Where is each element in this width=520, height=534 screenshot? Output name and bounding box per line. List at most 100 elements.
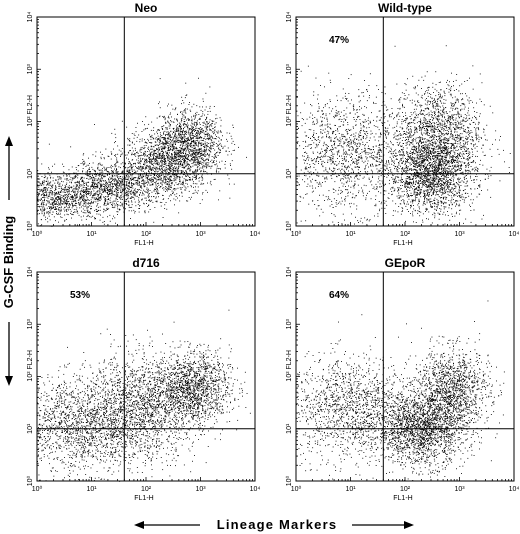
data-point <box>177 150 179 151</box>
data-point <box>66 205 67 207</box>
data-point <box>110 158 112 160</box>
data-point <box>199 161 201 163</box>
data-point <box>180 137 182 139</box>
data-point <box>146 178 148 180</box>
data-point <box>77 184 79 186</box>
data-point <box>149 160 150 162</box>
data-point <box>167 184 168 185</box>
data-point <box>191 150 193 152</box>
data-point <box>321 148 323 150</box>
data-point <box>90 186 92 188</box>
data-point <box>398 189 399 191</box>
data-point <box>196 160 198 162</box>
data-point <box>143 153 144 155</box>
data-point <box>142 166 144 167</box>
data-point <box>166 143 168 144</box>
data-point <box>127 186 129 187</box>
data-point <box>187 164 189 166</box>
data-point <box>343 174 345 176</box>
data-point <box>121 181 123 183</box>
data-point <box>71 196 73 198</box>
data-point <box>353 117 355 118</box>
data-point <box>168 149 169 151</box>
data-point <box>190 149 191 151</box>
data-point <box>154 133 156 135</box>
data-point <box>331 200 333 202</box>
data-point <box>152 167 154 169</box>
data-point <box>50 190 52 191</box>
data-point <box>155 155 156 157</box>
data-point <box>59 198 61 199</box>
data-point <box>149 168 151 170</box>
data-point <box>65 210 67 211</box>
data-point <box>199 117 201 119</box>
data-point <box>43 184 45 186</box>
data-point <box>159 132 161 134</box>
data-point <box>209 110 211 112</box>
data-point <box>163 166 165 167</box>
data-point <box>352 105 354 107</box>
data-point <box>154 188 156 190</box>
data-point <box>162 199 164 200</box>
data-point <box>194 142 196 144</box>
data-point <box>214 155 216 157</box>
data-point <box>63 198 65 200</box>
data-point <box>142 155 144 156</box>
data-point <box>117 211 119 213</box>
data-point <box>46 181 47 182</box>
data-point <box>110 189 111 191</box>
data-point <box>87 206 89 208</box>
data-point <box>91 181 93 183</box>
data-point <box>175 125 177 127</box>
data-point <box>339 137 341 139</box>
data-point <box>219 161 220 163</box>
data-point <box>140 165 142 167</box>
data-point <box>314 158 315 160</box>
data-point <box>51 197 53 199</box>
data-point <box>182 144 184 146</box>
data-point <box>160 150 162 152</box>
data-point <box>170 112 171 114</box>
data-point <box>168 184 170 186</box>
data-point <box>345 167 347 169</box>
data-point <box>199 163 200 165</box>
data-point <box>207 134 209 135</box>
data-point <box>168 186 170 188</box>
data-point <box>104 200 106 202</box>
data-point <box>155 189 157 190</box>
data-point <box>158 158 160 159</box>
data-point <box>361 158 363 160</box>
data-point <box>172 143 174 145</box>
data-point <box>325 167 327 169</box>
data-point <box>138 168 140 170</box>
data-point <box>210 146 212 147</box>
data-point <box>148 197 150 199</box>
data-point <box>125 179 127 180</box>
data-point <box>195 191 197 193</box>
data-point <box>168 186 170 187</box>
data-point <box>165 121 167 123</box>
data-point <box>139 141 141 143</box>
data-point <box>111 181 112 182</box>
data-point <box>98 199 100 201</box>
data-point <box>352 172 354 173</box>
data-point <box>171 157 172 159</box>
data-point <box>145 116 147 118</box>
data-point <box>73 198 75 200</box>
data-point <box>60 209 62 211</box>
data-point <box>66 179 68 181</box>
data-point <box>141 187 143 189</box>
data-point <box>296 110 298 112</box>
data-point <box>184 121 185 123</box>
data-point <box>220 139 222 141</box>
data-point <box>214 178 216 180</box>
data-point <box>159 78 161 80</box>
data-point <box>215 143 217 144</box>
data-point <box>365 199 367 201</box>
data-point <box>195 171 197 173</box>
data-point <box>179 179 181 181</box>
data-point <box>119 180 121 182</box>
data-point <box>86 207 88 209</box>
data-point <box>189 145 191 147</box>
data-point <box>207 123 209 124</box>
